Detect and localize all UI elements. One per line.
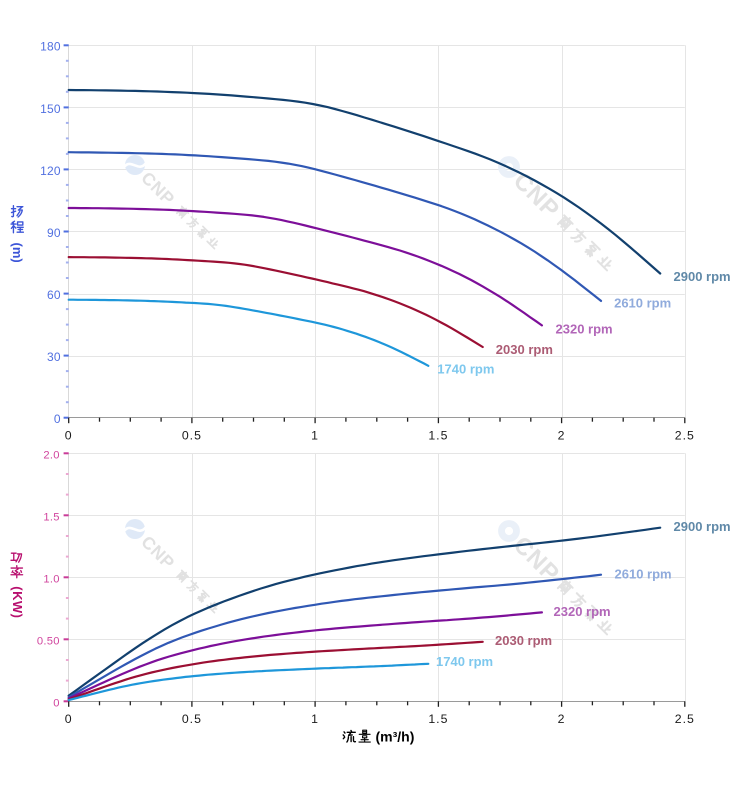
svg-text:30: 30 <box>47 350 61 364</box>
svg-text:0: 0 <box>54 412 61 426</box>
svg-text:1: 1 <box>311 712 319 726</box>
svg-text:2900 rpm: 2900 rpm <box>674 269 731 284</box>
svg-text:1.0: 1.0 <box>43 574 59 586</box>
svg-text:120: 120 <box>40 164 61 178</box>
svg-text:2610 rpm: 2610 rpm <box>615 566 672 581</box>
svg-text:1.5: 1.5 <box>43 512 59 524</box>
svg-text:0: 0 <box>53 698 60 710</box>
svg-text:2.5: 2.5 <box>675 712 695 726</box>
svg-text:1.5: 1.5 <box>428 428 448 442</box>
svg-text:2.0: 2.0 <box>43 450 59 462</box>
svg-text:0: 0 <box>65 428 73 442</box>
svg-text:1: 1 <box>311 428 319 442</box>
svg-text:90: 90 <box>47 226 61 240</box>
svg-text:(m³/h): (m³/h) <box>376 728 415 744</box>
svg-text:2320 rpm: 2320 rpm <box>556 321 613 336</box>
svg-text:2610 rpm: 2610 rpm <box>614 296 671 311</box>
svg-text:150: 150 <box>40 102 61 116</box>
svg-text:1740 rpm: 1740 rpm <box>436 654 493 669</box>
svg-text:2: 2 <box>558 428 566 442</box>
svg-text:2030 rpm: 2030 rpm <box>496 342 553 357</box>
svg-text:180: 180 <box>40 40 61 54</box>
svg-text:2: 2 <box>558 712 566 726</box>
svg-text:2900 rpm: 2900 rpm <box>674 519 731 534</box>
svg-text:0.5: 0.5 <box>182 428 202 442</box>
svg-text:1.5: 1.5 <box>428 712 448 726</box>
svg-text:(KW): (KW) <box>10 586 25 618</box>
svg-text:(m): (m) <box>10 243 25 263</box>
svg-text:2320 rpm: 2320 rpm <box>554 604 611 619</box>
svg-text:60: 60 <box>47 288 61 302</box>
svg-text:1740 rpm: 1740 rpm <box>437 361 494 376</box>
svg-text:2.5: 2.5 <box>675 428 695 442</box>
svg-text:2030 rpm: 2030 rpm <box>495 633 552 648</box>
svg-text:0: 0 <box>65 712 73 726</box>
svg-text:0.50: 0.50 <box>37 636 60 648</box>
svg-text:0.5: 0.5 <box>182 712 202 726</box>
